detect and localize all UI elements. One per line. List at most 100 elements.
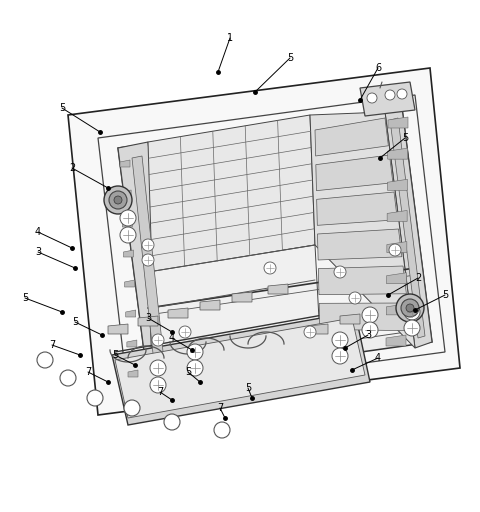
Circle shape	[87, 390, 103, 406]
Polygon shape	[127, 340, 137, 347]
Polygon shape	[232, 292, 252, 302]
Circle shape	[187, 360, 203, 376]
Text: 1: 1	[227, 33, 233, 43]
Circle shape	[150, 377, 166, 393]
Circle shape	[120, 227, 136, 243]
Polygon shape	[123, 250, 133, 257]
Circle shape	[120, 210, 136, 226]
Polygon shape	[128, 370, 138, 377]
Text: 5: 5	[402, 133, 408, 143]
Polygon shape	[126, 310, 136, 317]
Circle shape	[104, 186, 132, 214]
Polygon shape	[387, 210, 407, 221]
Polygon shape	[308, 324, 328, 334]
Circle shape	[152, 334, 164, 346]
Polygon shape	[387, 179, 408, 190]
Polygon shape	[128, 122, 420, 368]
Circle shape	[349, 292, 361, 304]
Text: 7: 7	[217, 403, 223, 413]
Circle shape	[164, 414, 180, 430]
Circle shape	[37, 352, 53, 368]
Circle shape	[397, 89, 407, 99]
Circle shape	[389, 244, 401, 256]
Polygon shape	[316, 155, 393, 190]
Polygon shape	[318, 266, 407, 295]
Circle shape	[214, 422, 230, 438]
Text: 3: 3	[145, 313, 151, 323]
Circle shape	[406, 304, 414, 312]
Text: 5: 5	[287, 53, 293, 63]
Circle shape	[404, 304, 420, 320]
Circle shape	[332, 332, 348, 348]
Polygon shape	[317, 229, 402, 260]
Circle shape	[334, 266, 346, 278]
Text: 3: 3	[365, 330, 371, 340]
Text: 2: 2	[69, 163, 75, 173]
Polygon shape	[268, 284, 288, 294]
Polygon shape	[315, 118, 388, 156]
Circle shape	[109, 191, 127, 209]
Text: 5: 5	[22, 293, 28, 303]
Text: 2: 2	[415, 273, 421, 283]
Polygon shape	[388, 117, 408, 128]
Polygon shape	[125, 280, 134, 287]
Polygon shape	[132, 156, 165, 372]
Polygon shape	[112, 312, 370, 425]
Polygon shape	[386, 273, 407, 284]
Text: 7: 7	[157, 387, 163, 397]
Text: 4: 4	[35, 227, 41, 237]
Polygon shape	[310, 112, 415, 348]
Circle shape	[60, 370, 76, 386]
Polygon shape	[108, 324, 128, 334]
Text: 7: 7	[49, 340, 55, 350]
Text: 6: 6	[375, 63, 381, 73]
Circle shape	[142, 239, 154, 251]
Circle shape	[187, 344, 203, 360]
Text: 5: 5	[185, 367, 191, 377]
Polygon shape	[148, 115, 315, 272]
Circle shape	[114, 196, 122, 204]
Polygon shape	[122, 220, 132, 227]
Polygon shape	[118, 108, 432, 382]
Polygon shape	[168, 308, 188, 318]
Polygon shape	[120, 160, 130, 167]
Circle shape	[304, 326, 316, 338]
Circle shape	[332, 348, 348, 364]
Polygon shape	[317, 192, 397, 225]
Polygon shape	[121, 190, 131, 197]
Polygon shape	[118, 142, 175, 382]
Polygon shape	[115, 318, 365, 418]
Text: 5: 5	[442, 290, 448, 300]
Circle shape	[385, 90, 395, 100]
Polygon shape	[68, 68, 460, 415]
Polygon shape	[388, 148, 408, 159]
Polygon shape	[319, 303, 411, 331]
Polygon shape	[387, 242, 407, 252]
Polygon shape	[148, 245, 320, 365]
Polygon shape	[138, 316, 158, 326]
Circle shape	[124, 400, 140, 416]
Circle shape	[396, 294, 424, 322]
Text: 3: 3	[35, 247, 41, 257]
Polygon shape	[200, 300, 220, 310]
Circle shape	[150, 360, 166, 376]
Circle shape	[401, 299, 419, 317]
Circle shape	[179, 326, 191, 338]
Circle shape	[142, 254, 154, 266]
Circle shape	[264, 262, 276, 274]
Polygon shape	[360, 82, 415, 116]
Text: 7: 7	[85, 367, 91, 377]
Polygon shape	[386, 304, 406, 315]
Text: 5: 5	[72, 317, 78, 327]
Circle shape	[404, 320, 420, 336]
Text: 5: 5	[59, 103, 65, 113]
Text: 4: 4	[375, 353, 381, 363]
Circle shape	[362, 322, 378, 338]
Polygon shape	[385, 108, 432, 348]
Circle shape	[362, 307, 378, 323]
Circle shape	[367, 93, 377, 103]
Polygon shape	[390, 118, 425, 338]
Text: 4: 4	[169, 333, 175, 343]
Text: 5: 5	[245, 383, 251, 393]
Polygon shape	[340, 314, 360, 324]
